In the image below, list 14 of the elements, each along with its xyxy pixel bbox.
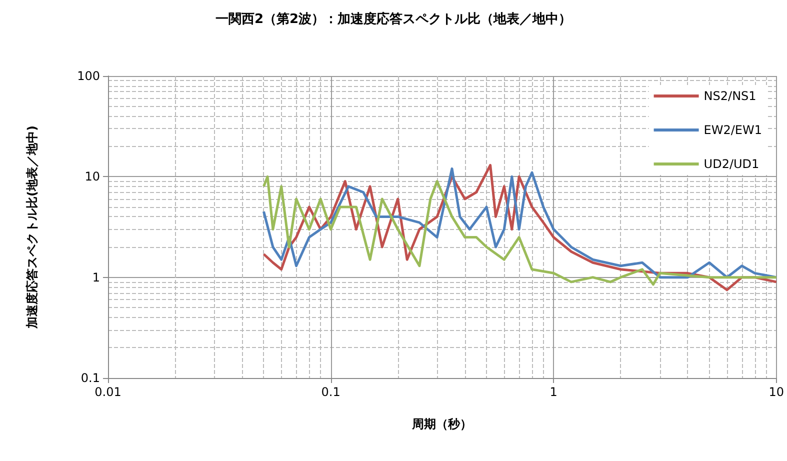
x-tick-label: 0.1: [321, 385, 340, 399]
chart-title: 一関西2（第2波）：加速度応答スペクトル比（地表／地中）: [215, 11, 572, 27]
y-tick-label: 1: [92, 270, 100, 284]
y-tick-label: 10: [84, 170, 100, 184]
y-axis-title: 加速度応答スペクトル比(地表／地中): [25, 126, 39, 330]
y-tick-label: 100: [77, 69, 100, 83]
x-tick-label: 1: [550, 385, 558, 399]
x-tick-label: 0.01: [94, 385, 122, 399]
x-axis-title: 周期（秒）: [411, 417, 472, 431]
legend-label: NS2/NS1: [704, 89, 756, 103]
legend-label: UD2/UD1: [704, 157, 760, 171]
y-tick-label: 0.1: [80, 371, 100, 385]
legend-label: EW2/EW1: [704, 123, 762, 137]
x-tick-label: 10: [768, 385, 784, 399]
